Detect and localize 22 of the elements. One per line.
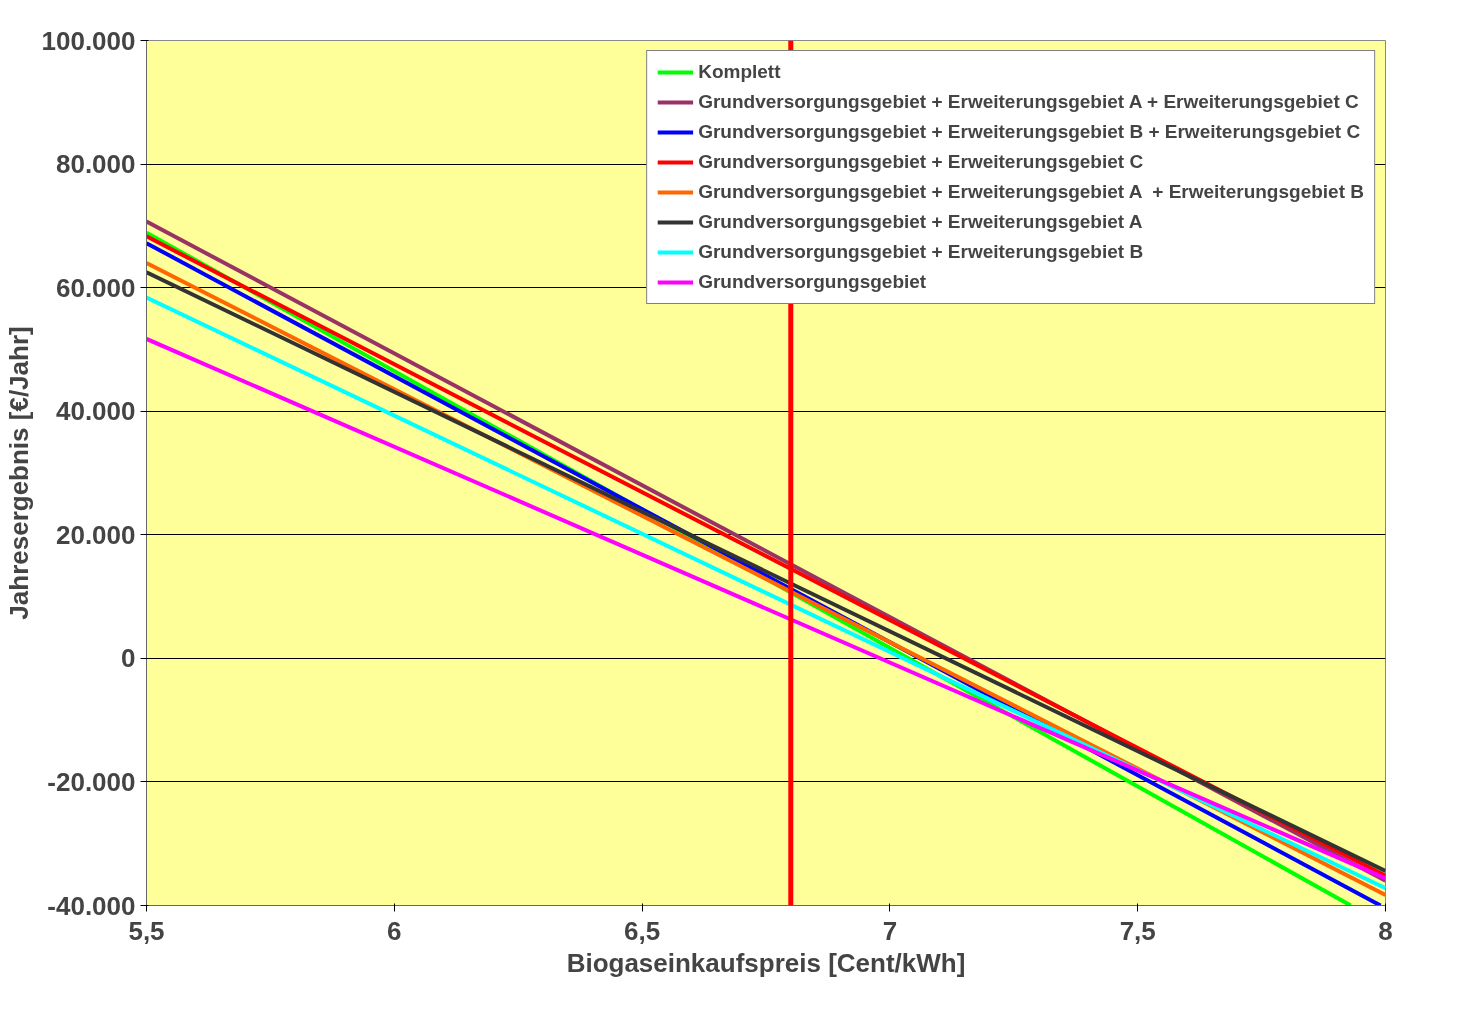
x-tick-label: 6 — [387, 915, 402, 946]
legend-label: Grundversorgungsgebiet + Erweiterungsgebiet A + Erweiterungsgebiet B — [698, 181, 1364, 203]
y-tick-label: -20.000 — [47, 766, 136, 797]
x-tick-label: 6,5 — [624, 915, 661, 946]
legend-label: Grundversorgungsgebiet + Erweiterungsgebiet C — [698, 151, 1144, 173]
legend-label: Grundversorgungsgebiet + Erweiterungsgebiet B — [698, 241, 1144, 263]
legend-label: Grundversorgungsgebiet — [698, 271, 927, 293]
legend-label: Grundversorgungsgebiet + Erweiterungsgebiet B + Erweiterungsgebiet C — [698, 121, 1361, 143]
y-tick-label: 0 — [121, 643, 136, 674]
y-tick-label: 100.000 — [41, 25, 136, 56]
legend-label: Grundversorgungsgebiet + Erweiterungsgebiet A — [698, 211, 1143, 233]
x-tick-label: 8 — [1378, 915, 1393, 946]
y-tick-label: 80.000 — [55, 149, 136, 180]
y-tick-label: 40.000 — [55, 396, 136, 427]
legend-label: Komplett — [698, 61, 781, 83]
y-tick-label: 60.000 — [55, 272, 136, 303]
legend-label: Grundversorgungsgebiet + Erweiterungsgebiet A + Erweiterungsgebiet C — [698, 91, 1359, 113]
x-tick-label: 7,5 — [1119, 915, 1156, 946]
x-tick-label: 7 — [882, 915, 898, 946]
y-axis-title: Jahresergebnis [€/Jahr] — [3, 326, 34, 620]
y-tick-label: 20.000 — [55, 519, 136, 550]
x-axis-title: Biogaseinkaufspreis [Cent/kWh] — [566, 947, 966, 978]
